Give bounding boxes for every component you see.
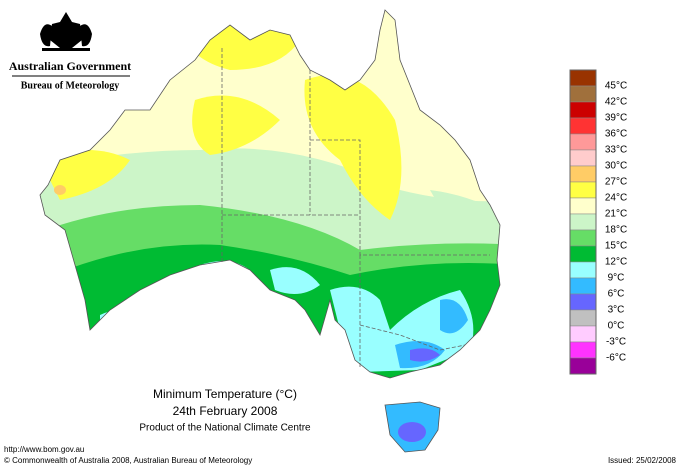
legend-frame bbox=[569, 69, 597, 375]
legend-swatch bbox=[569, 309, 597, 327]
legend-label: 27°C bbox=[605, 177, 627, 188]
government-name: Australian Government bbox=[9, 59, 131, 73]
legend-label: 24°C bbox=[605, 193, 627, 204]
legend-swatch bbox=[569, 197, 597, 215]
legend-swatch bbox=[569, 229, 597, 247]
legend-label: 39°C bbox=[605, 113, 627, 124]
legend-swatch bbox=[569, 85, 597, 103]
url: http://www.bom.gov.au bbox=[4, 445, 84, 454]
legend-swatch bbox=[569, 133, 597, 151]
legend-label: 0°C bbox=[608, 321, 625, 332]
map-title: Minimum Temperature (°C) bbox=[153, 387, 297, 401]
state-borders bbox=[221, 48, 490, 368]
legend-swatch bbox=[569, 245, 597, 263]
legend-label: 36°C bbox=[605, 129, 627, 140]
legend-label: 9°C bbox=[608, 273, 625, 284]
legend-swatch bbox=[569, 213, 597, 231]
legend-swatch bbox=[569, 149, 597, 167]
agency-name: Bureau of Meteorology bbox=[21, 80, 120, 91]
legend-label: -3°C bbox=[606, 337, 626, 348]
legend-label: 21°C bbox=[605, 209, 627, 220]
legend-label: 12°C bbox=[605, 257, 627, 268]
legend-label: 18°C bbox=[605, 225, 627, 236]
legend-label: 15°C bbox=[605, 241, 627, 252]
coastline bbox=[39, 9, 501, 379]
legend-swatch bbox=[569, 101, 597, 119]
legend-swatch bbox=[569, 117, 597, 135]
legend: 45°C 42°C 39°C 36°C 33°C 30°C 27°C 24°C 21°C 18°C… bbox=[569, 69, 627, 375]
legend-swatch bbox=[569, 69, 597, 87]
legend-label: 3°C bbox=[608, 305, 625, 316]
legend-label: 30°C bbox=[605, 161, 627, 172]
legend-swatch bbox=[569, 261, 597, 279]
legend-label: 33°C bbox=[605, 145, 627, 156]
legend-swatch bbox=[569, 165, 597, 183]
copyright: © Commonwealth of Australia 2008, Austra… bbox=[4, 456, 252, 465]
legend-swatch bbox=[569, 325, 597, 343]
legend-swatch bbox=[569, 277, 597, 295]
legend-swatch bbox=[569, 357, 597, 375]
legend-swatch bbox=[569, 341, 597, 359]
crest bbox=[40, 12, 92, 51]
legend-label: 42°C bbox=[605, 97, 627, 108]
legend-label: -6°C bbox=[606, 353, 626, 364]
tasmania-coast bbox=[384, 401, 441, 453]
legend-label: 6°C bbox=[608, 289, 625, 300]
issued: Issued: 25/02/2008 bbox=[608, 456, 677, 465]
map-product: Product of the National Climate Centre bbox=[139, 423, 311, 434]
legend-swatch bbox=[569, 293, 597, 311]
map-date: 24th February 2008 bbox=[173, 404, 278, 418]
legend-swatch bbox=[569, 181, 597, 199]
legend-label: 45°C bbox=[605, 81, 627, 92]
